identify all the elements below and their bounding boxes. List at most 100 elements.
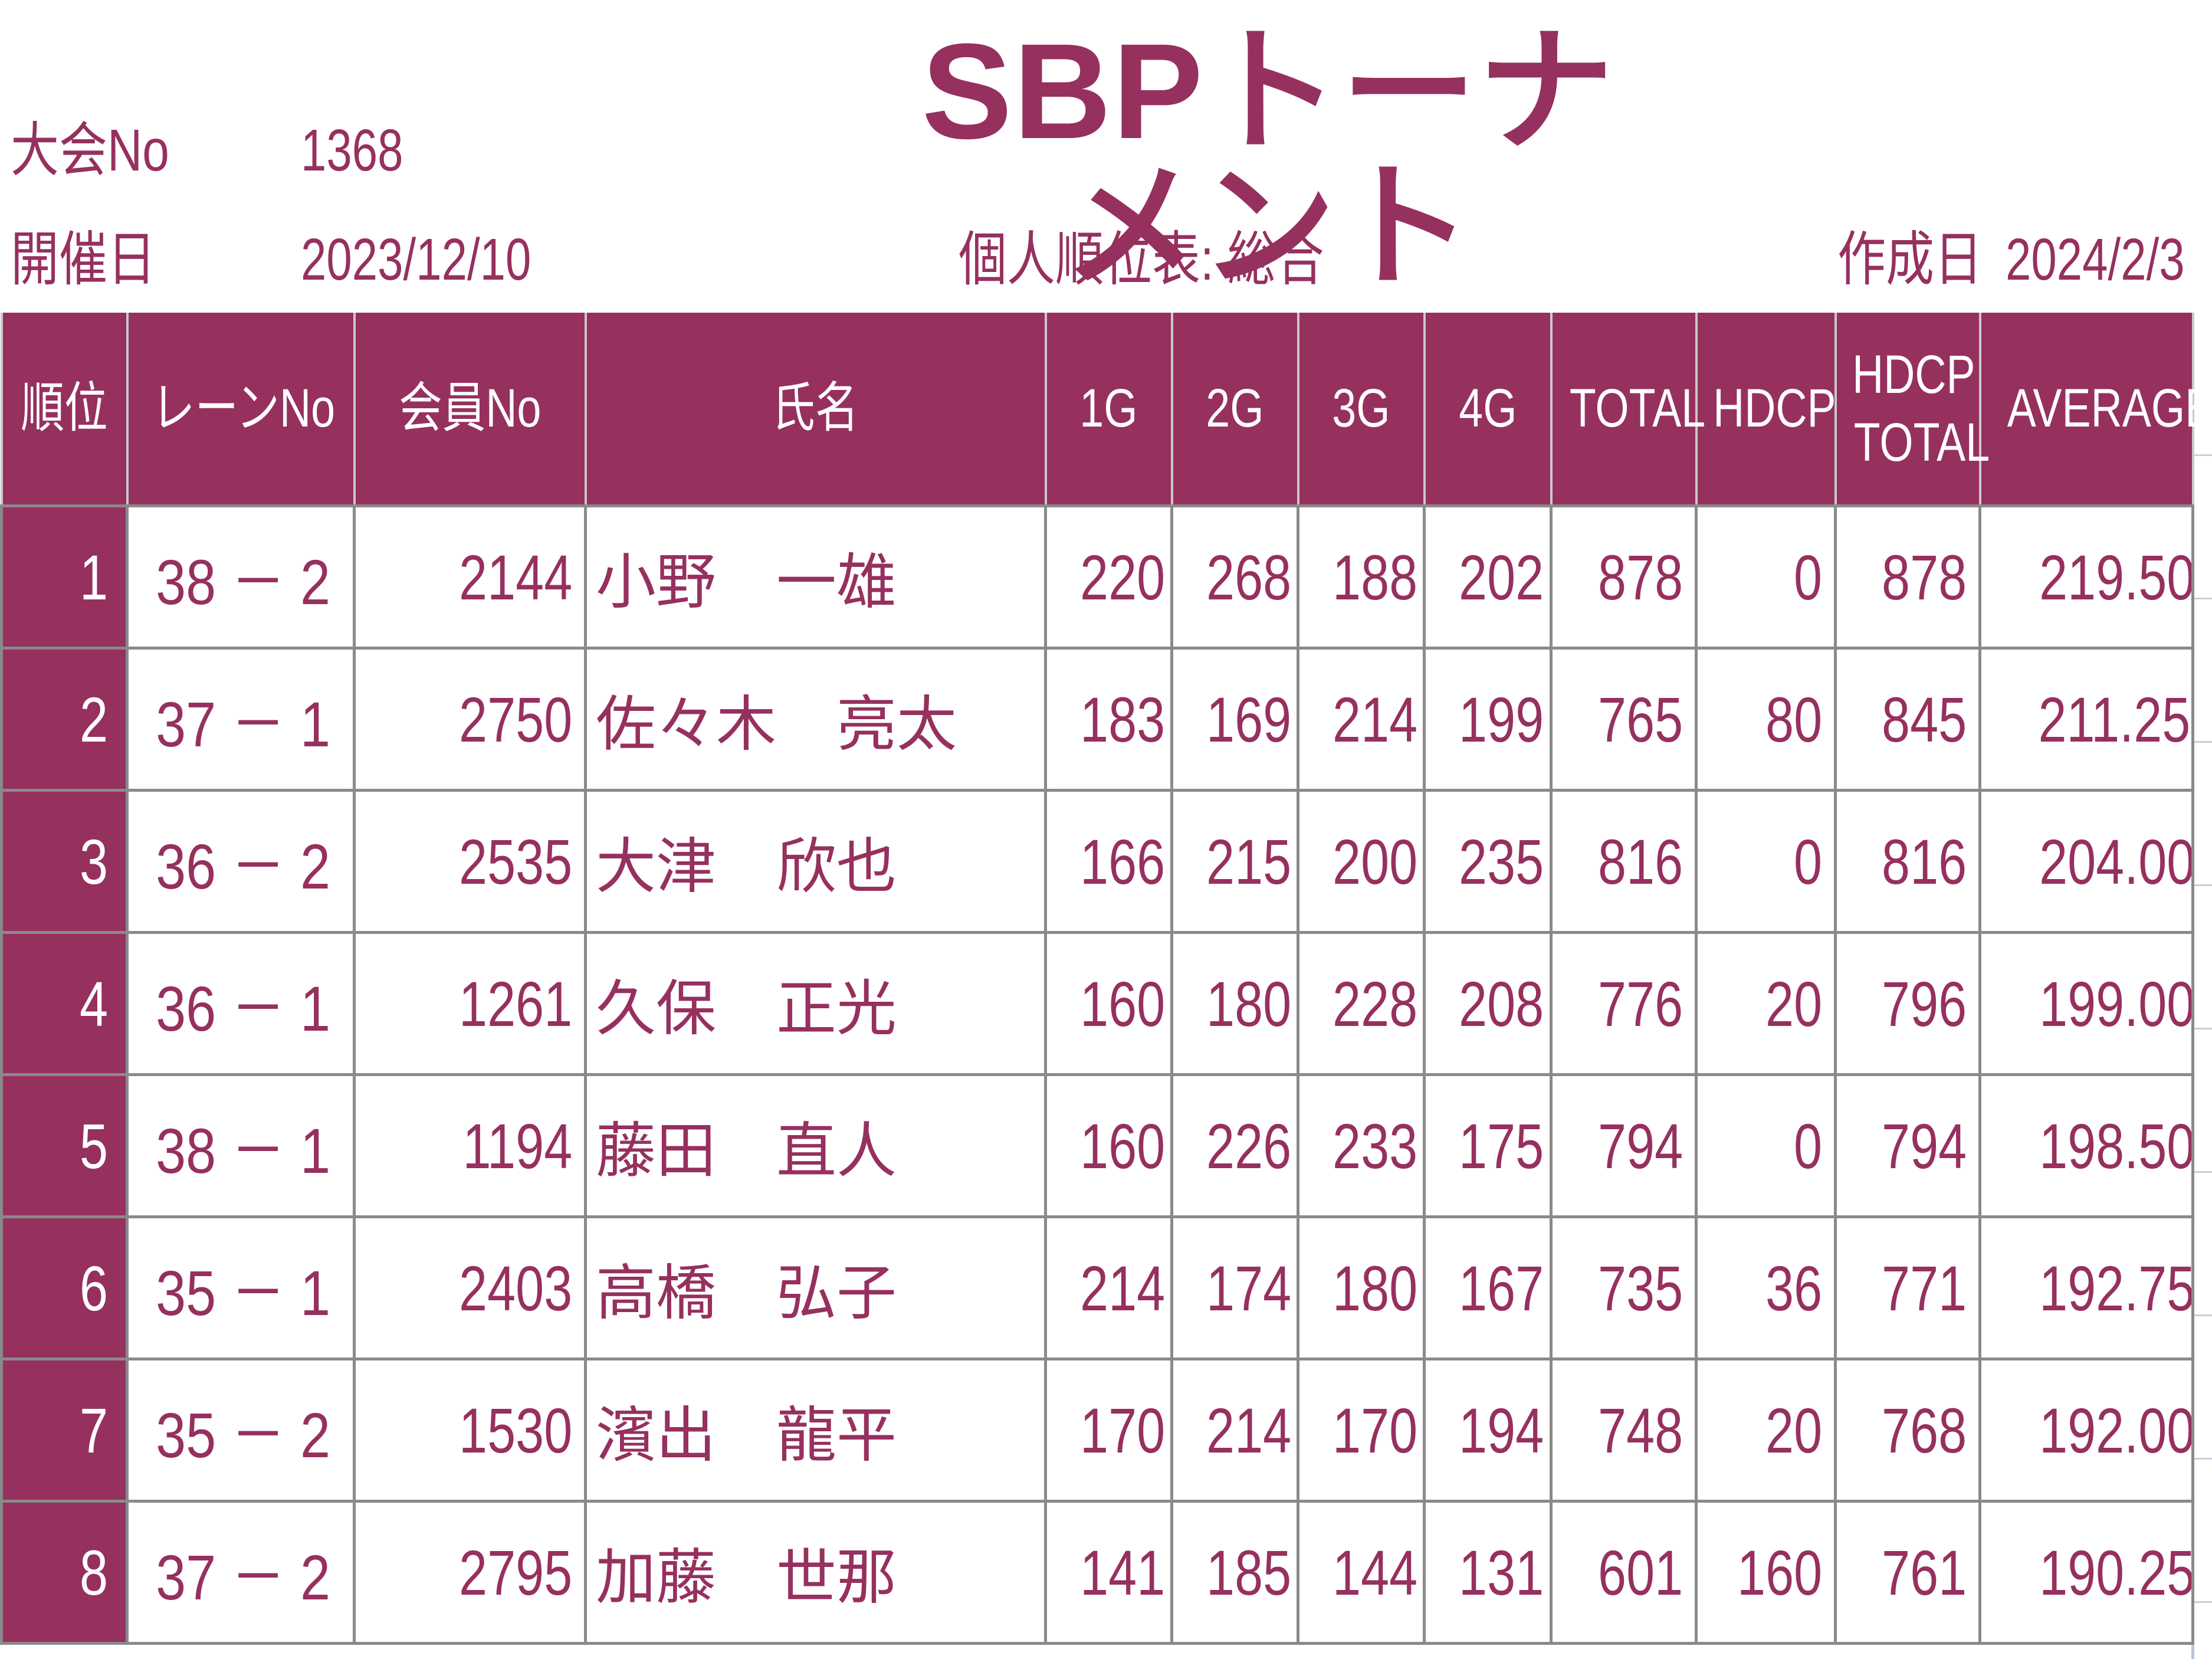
hdcp-total-cell: 771 bbox=[1834, 1215, 1981, 1360]
table-row: 4 36 － 1 1261 久保 正光 160 180 228 208 776 … bbox=[0, 931, 2194, 1076]
header-rank: 順位 bbox=[0, 313, 129, 507]
game4-cell: 235 bbox=[1423, 789, 1553, 934]
rank-cell: 5 bbox=[0, 1073, 129, 1218]
rank-cell: 6 bbox=[0, 1215, 129, 1360]
name-cell: 佐々木 亮太 bbox=[584, 647, 1047, 792]
ranking-table-wrapper: 順位 レーンNo 会員No 氏名 1G 2G 3G 4G TOTAL HDCP … bbox=[0, 313, 2212, 1659]
sheet-title: 個人順位表: 総合 bbox=[959, 227, 1324, 293]
game2-cell: 169 bbox=[1170, 647, 1299, 792]
hdcp-total-cell: 768 bbox=[1834, 1358, 1981, 1503]
rank-cell: 8 bbox=[0, 1500, 129, 1645]
table-row: 5 38 － 1 1194 藤田 直人 160 226 233 175 794 … bbox=[0, 1073, 2194, 1218]
table-row: 1 38 － 2 2144 小野 一雄 220 268 188 202 878 … bbox=[0, 504, 2194, 650]
name-cell: 濱出 龍平 bbox=[584, 1358, 1047, 1503]
total-cell: 816 bbox=[1550, 789, 1698, 934]
lane-cell: 37 － 1 bbox=[126, 647, 356, 792]
date-label: 開催日 bbox=[11, 227, 156, 293]
average-cell: 219.500 bbox=[1978, 504, 2194, 650]
game1-cell: 141 bbox=[1044, 1500, 1173, 1645]
lane-cell: 36 － 2 bbox=[126, 789, 356, 934]
hdcp-cell: 36 bbox=[1695, 1215, 1837, 1360]
created-date: 2024/2/3 bbox=[2006, 227, 2185, 293]
game1-cell: 160 bbox=[1044, 931, 1173, 1076]
hdcp-cell: 80 bbox=[1695, 647, 1837, 792]
table-row: 3 36 － 2 2535 大津 欣也 166 215 200 235 816 … bbox=[0, 789, 2194, 934]
game2-cell: 180 bbox=[1170, 931, 1299, 1076]
member-cell: 2535 bbox=[353, 789, 587, 934]
lane-cell: 37 － 2 bbox=[126, 1500, 356, 1645]
header-hdcp: HDCP bbox=[1695, 313, 1837, 507]
game1-cell: 170 bbox=[1044, 1358, 1173, 1503]
hdcp-total-cell: 816 bbox=[1834, 789, 1981, 934]
hdcp-cell: 20 bbox=[1695, 931, 1837, 1076]
header-game4: 4G bbox=[1423, 313, 1553, 507]
tournament-no-value: 1368 bbox=[301, 117, 403, 183]
hdcp-cell: 0 bbox=[1695, 504, 1837, 650]
rank-cell: 3 bbox=[0, 789, 129, 934]
header-hdcp-total: HDCP TOTAL bbox=[1834, 313, 1990, 507]
game1-cell: 214 bbox=[1044, 1215, 1173, 1360]
average-cell: 204.000 bbox=[1978, 789, 2194, 934]
total-cell: 794 bbox=[1550, 1073, 1698, 1218]
game4-cell: 194 bbox=[1423, 1358, 1553, 1503]
total-cell: 735 bbox=[1550, 1215, 1698, 1360]
game3-cell: 180 bbox=[1297, 1215, 1426, 1360]
hdcp-total-cell: 878 bbox=[1834, 504, 1981, 650]
game3-cell: 214 bbox=[1297, 647, 1426, 792]
header-name: 氏名 bbox=[584, 313, 1047, 507]
tournament-no-label: 大会No bbox=[11, 117, 169, 183]
name-cell: 藤田 直人 bbox=[584, 1073, 1047, 1218]
game2-cell: 185 bbox=[1170, 1500, 1299, 1645]
game2-cell: 214 bbox=[1170, 1358, 1299, 1503]
header-lane: レーンNo bbox=[126, 313, 356, 507]
header-game3: 3G bbox=[1297, 313, 1426, 507]
member-cell: 1194 bbox=[353, 1073, 587, 1218]
hdcp-cell: 0 bbox=[1695, 789, 1837, 934]
average-cell: 192.000 bbox=[1978, 1358, 2194, 1503]
name-cell: 久保 正光 bbox=[584, 931, 1047, 1076]
total-cell: 878 bbox=[1550, 504, 1698, 650]
header-row: 順位 レーンNo 会員No 氏名 1G 2G 3G 4G TOTAL HDCP … bbox=[0, 313, 2212, 507]
rank-cell: 7 bbox=[0, 1358, 129, 1503]
hdcp-cell: 160 bbox=[1695, 1500, 1837, 1645]
total-cell: 776 bbox=[1550, 931, 1698, 1076]
game4-cell: 199 bbox=[1423, 647, 1553, 792]
name-cell: 高橋 弘子 bbox=[584, 1215, 1047, 1360]
total-cell: 765 bbox=[1550, 647, 1698, 792]
hdcp-total-cell: 796 bbox=[1834, 931, 1981, 1076]
game3-cell: 170 bbox=[1297, 1358, 1426, 1503]
member-cell: 1530 bbox=[353, 1358, 587, 1503]
game4-cell: 175 bbox=[1423, 1073, 1553, 1218]
lane-cell: 36 － 1 bbox=[126, 931, 356, 1076]
table-row: 2 37 － 1 2750 佐々木 亮太 183 169 214 199 765… bbox=[0, 647, 2194, 792]
hdcp-cell: 0 bbox=[1695, 1073, 1837, 1218]
hdcp-total-cell: 845 bbox=[1834, 647, 1981, 792]
rank-cell: 1 bbox=[0, 504, 129, 650]
game3-cell: 144 bbox=[1297, 1500, 1426, 1645]
table-row: 6 35 － 1 2403 高橋 弘子 214 174 180 167 735 … bbox=[0, 1215, 2194, 1360]
average-cell: 198.500 bbox=[1978, 1073, 2194, 1218]
game1-cell: 220 bbox=[1044, 504, 1173, 650]
hdcp-total-cell: 761 bbox=[1834, 1500, 1981, 1645]
average-cell: 192.750 bbox=[1978, 1215, 2194, 1360]
hdcp-total-cell: 794 bbox=[1834, 1073, 1981, 1218]
game3-cell: 200 bbox=[1297, 789, 1426, 934]
ranking-table: 順位 レーンNo 会員No 氏名 1G 2G 3G 4G TOTAL HDCP … bbox=[0, 313, 2212, 1645]
hdcp-cell: 20 bbox=[1695, 1358, 1837, 1503]
page-title: SBPトーナメント bbox=[921, 15, 1615, 303]
game3-cell: 233 bbox=[1297, 1073, 1426, 1218]
member-cell: 2795 bbox=[353, 1500, 587, 1645]
lane-cell: 38 － 2 bbox=[126, 504, 356, 650]
total-cell: 748 bbox=[1550, 1358, 1698, 1503]
header-game2: 2G bbox=[1170, 313, 1299, 507]
member-cell: 2750 bbox=[353, 647, 587, 792]
rank-cell: 2 bbox=[0, 647, 129, 792]
name-cell: 加藤 世那 bbox=[584, 1500, 1047, 1645]
game4-cell: 167 bbox=[1423, 1215, 1553, 1360]
lane-cell: 35 － 2 bbox=[126, 1358, 356, 1503]
game1-cell: 160 bbox=[1044, 1073, 1173, 1218]
game1-cell: 166 bbox=[1044, 789, 1173, 934]
game4-cell: 131 bbox=[1423, 1500, 1553, 1645]
name-cell: 大津 欣也 bbox=[584, 789, 1047, 934]
lane-cell: 38 － 1 bbox=[126, 1073, 356, 1218]
